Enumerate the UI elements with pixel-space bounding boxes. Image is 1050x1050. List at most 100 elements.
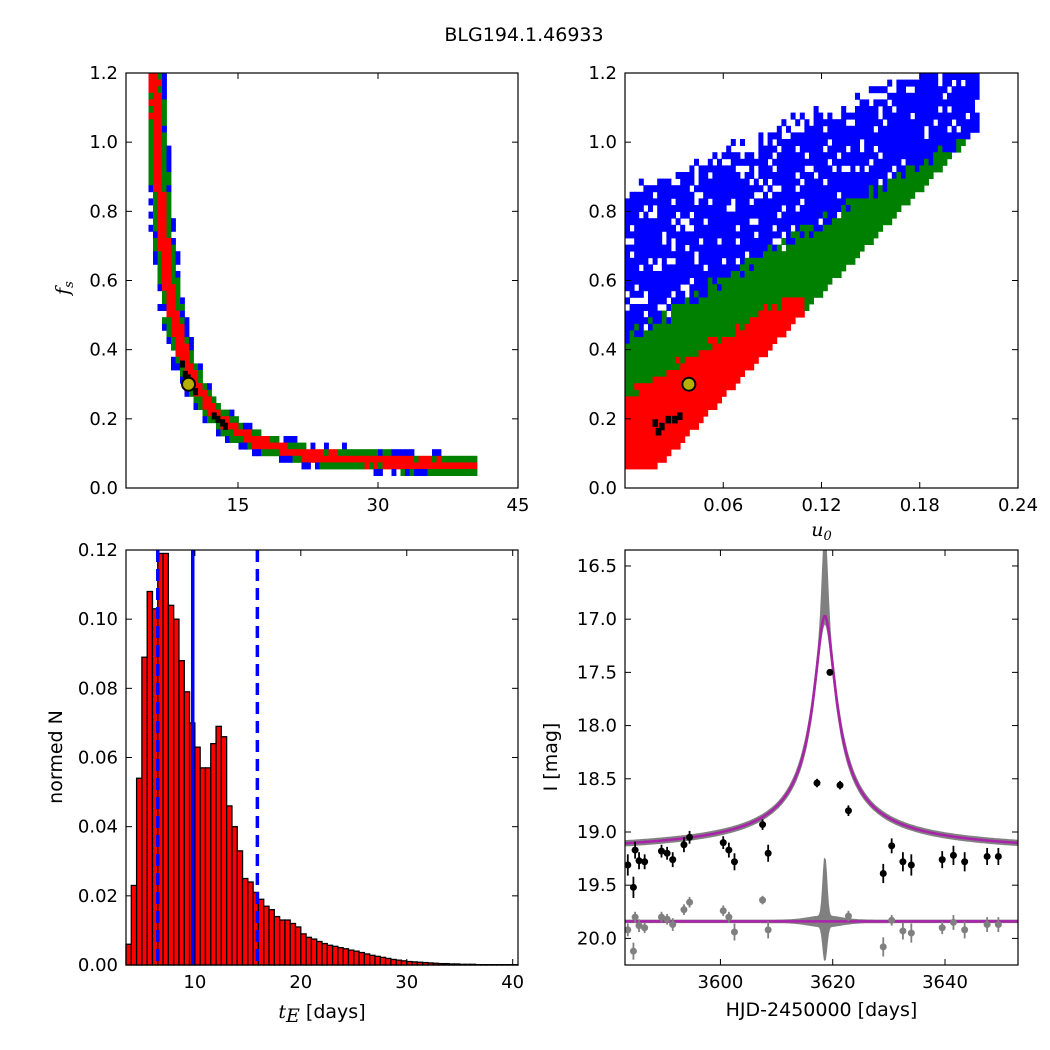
density-cell — [822, 271, 828, 278]
density-cell — [292, 442, 298, 450]
density-cell — [832, 132, 837, 140]
density-cell — [342, 442, 347, 450]
density-cell — [910, 185, 916, 193]
density-cell — [740, 244, 745, 252]
density-cell — [928, 125, 934, 133]
density-cell — [749, 205, 755, 212]
density-cell — [809, 139, 814, 146]
histogram-bar — [369, 954, 376, 966]
density-cell — [813, 106, 819, 113]
density-cell — [360, 455, 365, 463]
density-cell — [841, 132, 847, 140]
density-cell — [781, 264, 787, 272]
density-cell — [698, 178, 704, 186]
density-cell — [153, 238, 158, 245]
density-cell — [283, 449, 289, 457]
histogram-bar — [379, 956, 387, 966]
density-cell — [661, 370, 667, 377]
density-cell — [171, 251, 176, 259]
density-cell — [648, 264, 653, 272]
density-cell — [157, 73, 163, 80]
density-cell — [689, 396, 695, 404]
density-cell — [301, 449, 307, 457]
density-cell — [763, 264, 768, 272]
density-cell — [864, 218, 870, 226]
density-cell — [629, 257, 635, 265]
density-cell — [364, 455, 370, 463]
density-cell — [707, 257, 713, 265]
histogram-bar — [294, 926, 302, 966]
density-cell — [675, 257, 681, 265]
density-cell — [229, 422, 235, 430]
density-cell — [882, 99, 888, 107]
density-cell — [864, 132, 870, 140]
density-cell — [753, 337, 759, 344]
density-cell — [157, 224, 163, 232]
density-cell — [657, 455, 663, 463]
density-cell — [712, 257, 718, 265]
density-cell — [180, 304, 185, 311]
density-cell — [712, 389, 718, 397]
density-cell — [162, 257, 167, 265]
density-cell — [868, 205, 874, 212]
density-cell — [933, 145, 939, 153]
density-cell — [175, 284, 181, 292]
density-cell — [703, 205, 709, 212]
density-cell — [772, 297, 778, 305]
density-cell — [153, 86, 158, 94]
density-cell — [694, 337, 699, 344]
density-cell — [721, 356, 727, 364]
density-cell — [809, 198, 814, 206]
density-cell — [703, 290, 709, 298]
density-cell — [928, 73, 934, 80]
density-cell — [306, 455, 311, 463]
density-cell — [657, 330, 663, 338]
density-cell — [868, 178, 874, 186]
x-axis-label-sub: 0 — [823, 529, 831, 544]
density-cell — [841, 244, 847, 252]
density-cell — [758, 244, 764, 252]
density-cell — [698, 277, 704, 285]
density-cell — [666, 191, 672, 199]
density-cell — [726, 257, 732, 265]
core-cell — [180, 360, 185, 368]
density-cell — [919, 165, 925, 173]
density-cell — [671, 205, 676, 212]
density-cell — [799, 132, 805, 140]
data-point — [657, 847, 665, 855]
density-cell — [324, 455, 329, 463]
density-cell — [753, 323, 759, 331]
density-cell — [652, 284, 658, 292]
density-cell — [643, 251, 649, 259]
density-cell — [436, 449, 442, 457]
density-cell — [157, 238, 163, 245]
density-cell — [171, 363, 176, 371]
x-axis-label-main: u — [811, 519, 823, 541]
density-cell — [818, 139, 824, 146]
density-cell — [671, 403, 676, 410]
density-cell — [758, 304, 764, 311]
density-cell — [841, 152, 847, 160]
density-cell — [735, 218, 741, 226]
density-cell — [947, 92, 952, 100]
density-cell — [859, 231, 865, 239]
density-cell — [841, 106, 847, 113]
density-cell — [937, 145, 943, 153]
density-cell — [841, 191, 847, 199]
density-cell — [717, 297, 722, 305]
density-cell — [180, 317, 185, 325]
density-cell — [694, 218, 699, 226]
density-cell — [712, 178, 718, 186]
density-cell — [896, 172, 902, 179]
density-cell — [776, 152, 782, 160]
density-cell — [643, 436, 649, 443]
density-cell — [873, 231, 879, 239]
density-cell — [726, 172, 732, 179]
density-cell — [933, 139, 939, 146]
density-cell — [643, 403, 649, 410]
density-cell — [689, 317, 695, 325]
density-cell — [625, 257, 630, 265]
density-cell — [740, 224, 745, 232]
density-cell — [189, 343, 194, 351]
density-cell — [910, 172, 916, 179]
